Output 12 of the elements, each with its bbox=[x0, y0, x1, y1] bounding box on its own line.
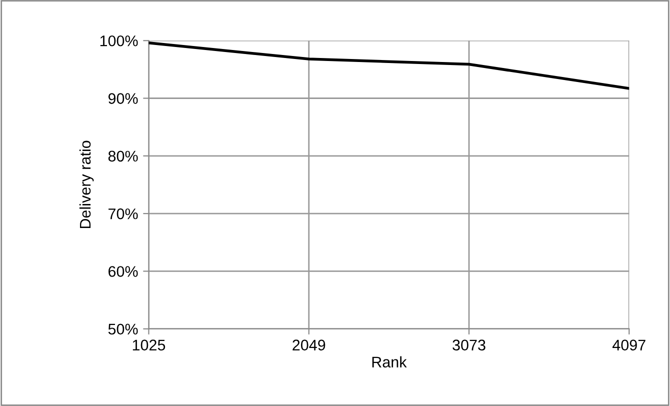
y-tick-label: 100% bbox=[100, 35, 138, 46]
x-axis-title: Rank bbox=[372, 356, 407, 368]
y-tick-label: 90% bbox=[108, 93, 138, 104]
x-tick-label: 2049 bbox=[292, 340, 326, 350]
y-tick-label: 70% bbox=[108, 208, 138, 220]
y-tick-label: 60% bbox=[108, 266, 138, 277]
x-tick-label: 4097 bbox=[612, 340, 646, 350]
y-tick-label: 80% bbox=[108, 150, 138, 162]
x-tick-label: 3073 bbox=[452, 340, 486, 350]
y-tick-label: 50% bbox=[108, 324, 138, 335]
x-tick-label: 1025 bbox=[132, 340, 166, 350]
y-axis-title: Delivery ratio bbox=[79, 140, 94, 228]
